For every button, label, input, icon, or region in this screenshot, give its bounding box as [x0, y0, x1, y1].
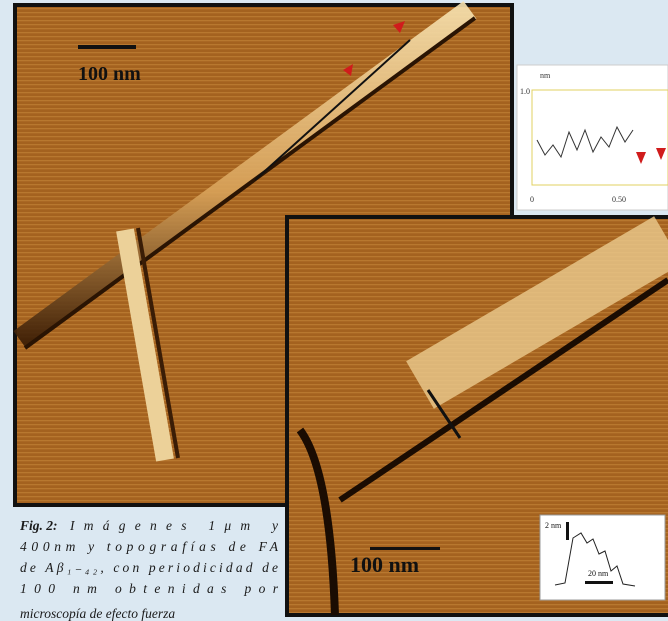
profile-plot-1: nm 1.0 0 0.50: [516, 64, 668, 211]
caption-line: Imágenes 1μm y: [69, 518, 278, 533]
caption: Fig. 2: Imágenes 1μm y 400nm y topografí…: [19, 518, 279, 621]
profile-x-label: 0: [530, 195, 534, 204]
profile-x-scale: 20 nm: [588, 569, 609, 578]
caption-label: Fig. 2:: [19, 518, 58, 533]
scale-bar-label: 100 nm: [350, 552, 419, 577]
profile-y-label: 1.0: [520, 87, 530, 96]
caption-line: 400nm y topografías de FA: [20, 539, 279, 554]
profile-plot-2: 2 nm 20 nm: [539, 514, 666, 601]
profile-y-scale: 2 nm: [545, 521, 562, 530]
scale-bar-label: 100 nm: [78, 63, 141, 85]
caption-line: de Aβ₁₋₄₂, con periodicidad de: [20, 560, 278, 575]
profile-unit: nm: [540, 71, 551, 80]
caption-line: 100 nm obtenidas por: [20, 581, 279, 596]
caption-line: microscopía de efecto fuerza: [20, 606, 175, 621]
profile-x-label: 0.50: [612, 195, 626, 204]
